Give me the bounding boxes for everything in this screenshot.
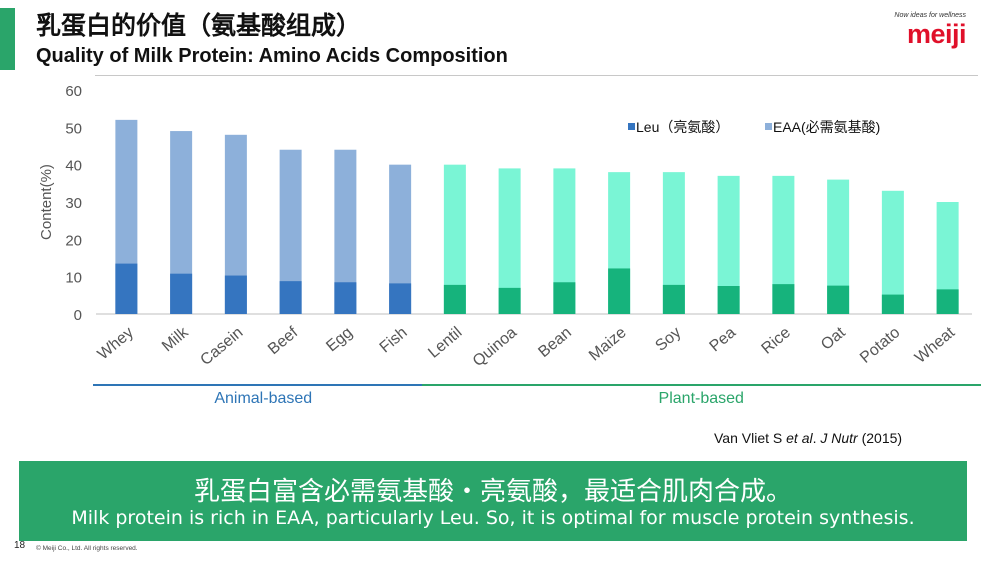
plant-group-underline (421, 384, 981, 386)
y-axis-label: Content(%) (38, 164, 55, 240)
x-tick-label-whey: Whey (95, 324, 137, 363)
copyright: © Meiji Co., Ltd. All rights reserved. (36, 545, 138, 552)
bar-leu-beef (279, 281, 302, 314)
bar-leu-milk (170, 273, 193, 314)
plant-group-label: Plant-based (658, 390, 744, 407)
y-tick-label: 0 (74, 307, 82, 324)
page-number: 18 (14, 540, 26, 551)
legend-label-leu: Leu（亮氨酸） (636, 119, 729, 135)
amino-acid-bar-chart: 0 10 20 30 40 50 60 Content(%) Whey Milk Casein Bee… (38, 83, 972, 370)
bar-leu-oat (827, 285, 850, 314)
y-tick-label: 30 (65, 195, 82, 212)
citation-year: (2015) (857, 430, 903, 446)
animal-group-underline (93, 384, 434, 386)
x-tick-label-quinoa: Quinoa (470, 324, 521, 370)
animal-group-label: Animal-based (214, 390, 313, 407)
conclusion-banner: 乳蛋白富含必需氨基酸・亮氨酸，最适合肌肉合成。 Milk protein is … (19, 461, 967, 541)
bar-leu-egg (334, 282, 357, 314)
bar-leu-fish (389, 283, 412, 314)
x-tick-label-lentil: Lentil (425, 324, 465, 362)
meiji-logo: meiji (906, 19, 967, 49)
x-tick-label-bean: Bean (535, 324, 575, 361)
x-tick-label-potato: Potato (857, 324, 903, 367)
bar-eaa-lentil (443, 164, 466, 314)
x-tick-label-egg: Egg (323, 324, 356, 355)
x-tick-label-maize: Maize (586, 324, 630, 365)
x-tick-label-soy: Soy (652, 324, 684, 355)
bar-leu-quinoa (498, 287, 521, 314)
x-tick-label-pea: Pea (706, 324, 739, 355)
conclusion-chinese: 乳蛋白富含必需氨基酸・亮氨酸，最适合肌肉合成。 (193, 477, 792, 507)
x-tick-label-rice: Rice (758, 324, 794, 358)
x-tick-label-oat: Oat (818, 324, 849, 354)
bar-leu-rice (772, 284, 795, 314)
bar-eaa-wheat (936, 202, 959, 314)
conclusion-english: Milk protein is rich in EAA, particularl… (71, 507, 915, 529)
bar-eaa-quinoa (498, 168, 521, 314)
x-tick-label-beef: Beef (265, 324, 302, 359)
legend-label-eaa: EAA(必需氨基酸) (773, 119, 880, 135)
y-tick-label: 60 (65, 83, 82, 100)
page-title-english: Quality of Milk Protein: Amino Acids Com… (36, 45, 508, 67)
citation-journal-prefix: . (812, 430, 821, 446)
x-tick-label-wheat: Wheat (912, 324, 959, 367)
bar-leu-lentil (443, 284, 466, 314)
citation: Van Vliet S et al. J Nutr (2015) (714, 430, 902, 446)
y-tick-label: 50 (65, 120, 82, 137)
x-tick-label-casein: Casein (197, 324, 246, 369)
citation-journal: J Nutr (820, 430, 858, 446)
bar-eaa-bean (553, 168, 576, 314)
bar-eaa-pea (717, 175, 740, 314)
bar-eaa-soy (662, 172, 685, 314)
bar-leu-bean (553, 282, 576, 314)
bar-eaa-potato (881, 190, 904, 314)
bar-leu-potato (881, 294, 904, 314)
bar-eaa-rice (772, 175, 795, 314)
citation-author: Van Vliet S (714, 430, 787, 446)
bar-leu-casein (224, 275, 247, 314)
x-tick-label-fish: Fish (377, 324, 411, 356)
bar-eaa-casein (224, 134, 247, 314)
page-title-chinese: 乳蛋白的价值（氨基酸组成） (36, 11, 362, 40)
bar-eaa-fish (389, 164, 412, 314)
legend-swatch-leu (628, 123, 635, 130)
y-tick-label: 40 (65, 158, 82, 175)
bar-leu-whey (115, 263, 138, 314)
bar-eaa-egg (334, 149, 357, 314)
header-divider (95, 75, 978, 76)
bar-leu-soy (662, 284, 685, 314)
legend-swatch-eaa (765, 123, 772, 130)
bar-eaa-oat (827, 179, 850, 314)
bar-leu-wheat (936, 289, 959, 314)
bar-eaa-beef (279, 149, 302, 314)
title-accent-bar (0, 8, 15, 70)
bar-leu-pea (717, 286, 740, 314)
bar-eaa-milk (170, 131, 193, 314)
logo-tagline: Now ideas for wellness (894, 12, 966, 19)
x-tick-label-milk: Milk (159, 323, 192, 355)
bar-leu-maize (608, 268, 631, 314)
citation-etal: et al (786, 430, 813, 446)
y-tick-label: 20 (65, 232, 82, 249)
y-tick-label: 10 (65, 270, 82, 287)
